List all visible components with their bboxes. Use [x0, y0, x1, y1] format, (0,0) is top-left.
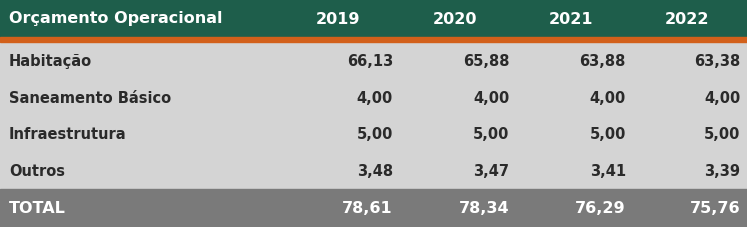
- Text: 4,00: 4,00: [704, 90, 740, 105]
- Text: 63,38: 63,38: [694, 54, 740, 69]
- Text: Outros: Outros: [9, 163, 65, 178]
- Text: Saneamento Básico: Saneamento Básico: [9, 90, 171, 105]
- Text: 3,48: 3,48: [357, 163, 393, 178]
- Text: 2020: 2020: [433, 11, 477, 26]
- Text: 4,00: 4,00: [356, 90, 393, 105]
- Bar: [0, 0, 747, 38]
- Text: Orçamento Operacional: Orçamento Operacional: [9, 11, 223, 26]
- Text: 63,88: 63,88: [580, 54, 626, 69]
- Text: Habitação: Habitação: [9, 54, 92, 69]
- Text: 66,13: 66,13: [347, 54, 393, 69]
- Text: TOTAL: TOTAL: [9, 201, 66, 216]
- Text: 4,00: 4,00: [589, 90, 626, 105]
- Text: 65,88: 65,88: [463, 54, 509, 69]
- Bar: [0, 43, 747, 189]
- Text: 75,76: 75,76: [689, 201, 740, 216]
- Text: 4,00: 4,00: [473, 90, 509, 105]
- Text: 5,00: 5,00: [473, 127, 509, 142]
- Text: 2022: 2022: [665, 11, 709, 26]
- Text: 5,00: 5,00: [704, 127, 740, 142]
- Text: 78,34: 78,34: [459, 201, 509, 216]
- Text: 78,61: 78,61: [342, 201, 393, 216]
- Text: 3,39: 3,39: [704, 163, 740, 178]
- Text: 5,00: 5,00: [356, 127, 393, 142]
- Text: 5,00: 5,00: [589, 127, 626, 142]
- Text: 2021: 2021: [549, 11, 594, 26]
- Text: 2019: 2019: [316, 11, 361, 26]
- Text: Infraestrutura: Infraestrutura: [9, 127, 126, 142]
- Text: 3,47: 3,47: [474, 163, 509, 178]
- Bar: [0, 38, 747, 43]
- Text: 3,41: 3,41: [590, 163, 626, 178]
- Text: 76,29: 76,29: [575, 201, 626, 216]
- Bar: [0, 189, 747, 227]
